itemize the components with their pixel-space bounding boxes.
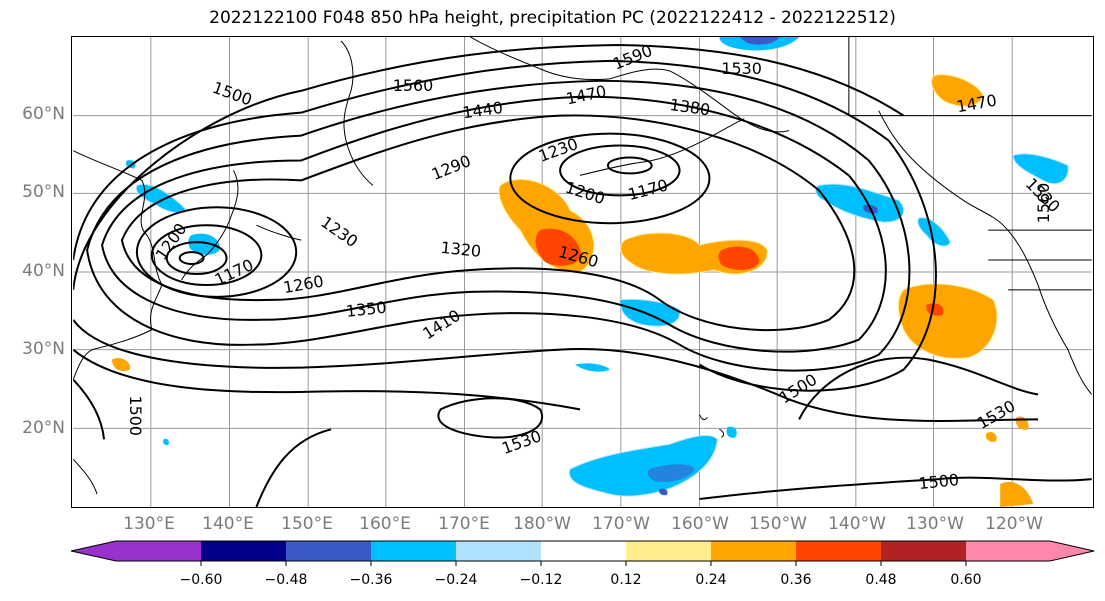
colorbar-tick-label: −0.12 xyxy=(519,572,563,588)
colorbar-tick-label: −0.48 xyxy=(264,572,308,588)
contour-label: 1230 xyxy=(317,212,361,251)
colorbar-segment xyxy=(116,541,202,561)
contour-label: 1530 xyxy=(499,426,544,458)
lon-label-170w: 170°W xyxy=(592,514,650,534)
contour-label: 1200 xyxy=(563,178,607,209)
contour-label: 1290 xyxy=(429,151,474,184)
colorbar-segment xyxy=(881,541,967,561)
lon-label-160e: 160°E xyxy=(359,514,411,534)
height-contours xyxy=(73,43,1092,507)
contour-label: 1530 xyxy=(721,59,762,78)
map-title: 2022122100 F048 850 hPa height, precipit… xyxy=(209,8,896,28)
colorbar-segment xyxy=(711,541,797,561)
lon-label-140w: 140°W xyxy=(828,514,886,534)
colorbar-segment xyxy=(626,541,712,561)
contour-label: 1500 xyxy=(126,395,145,436)
contour-label: 1470 xyxy=(564,81,608,108)
contour-label: 1170 xyxy=(212,255,257,289)
colorbar-tick-label: 0.24 xyxy=(695,572,727,588)
lat-label-20n: 20°N xyxy=(22,418,65,438)
lon-label-130e: 130°E xyxy=(123,514,175,534)
colorbar-segment xyxy=(201,541,287,561)
colorbar-segment xyxy=(966,541,1050,561)
colorbar-arrow-right xyxy=(1050,541,1094,561)
lat-label-40n: 40°N xyxy=(22,261,65,281)
contour-label: 1440 xyxy=(461,98,504,122)
lat-label-30n: 30°N xyxy=(22,339,65,359)
contour-label: 1560 xyxy=(1034,183,1053,224)
contour-labels: 1590 1560 1530 1500 1470 1470 1440 1380 … xyxy=(126,41,1064,493)
lon-label-170e: 170°E xyxy=(438,514,490,534)
contour-label: 1560 xyxy=(393,76,434,95)
lat-label-50n: 50°N xyxy=(22,182,65,202)
contour-label: 1500 xyxy=(210,78,255,110)
lon-label-120w: 120°W xyxy=(985,514,1043,534)
colorbar-tick-label: 0.12 xyxy=(610,572,642,588)
lon-label-150w: 150°W xyxy=(749,514,807,534)
contour-label: 1410 xyxy=(419,306,463,344)
colorbar-tick-label: −0.24 xyxy=(434,572,478,588)
colorbar-tick-label: 0.48 xyxy=(865,572,897,588)
colorbar-segment xyxy=(371,541,457,561)
colorbar-arrow-left xyxy=(71,541,116,561)
lon-label-180w: 180°W xyxy=(513,514,571,534)
colorbar-segment xyxy=(541,541,627,561)
contour-label: 1320 xyxy=(440,238,482,261)
lon-label-130w: 130°W xyxy=(906,514,964,534)
colorbar-tick-label: −0.36 xyxy=(349,572,393,588)
contour-label: 1500 xyxy=(918,470,960,493)
contour-label: 1350 xyxy=(345,298,387,321)
colorbar-tick-label: 0.36 xyxy=(780,572,812,588)
contour-label: 1170 xyxy=(626,175,670,204)
colorbar-segment xyxy=(796,541,882,561)
colorbar-segment xyxy=(286,541,372,561)
contour-label: 1260 xyxy=(282,271,325,297)
lon-label-140e: 140°E xyxy=(202,514,254,534)
colorbar xyxy=(70,540,1095,566)
map-panel: 1590 1560 1530 1500 1470 1470 1440 1380 … xyxy=(71,36,1094,508)
colorbar-segment xyxy=(456,541,542,561)
lat-label-60n: 60°N xyxy=(22,104,65,124)
map-svg: 1590 1560 1530 1500 1470 1470 1440 1380 … xyxy=(73,37,1092,507)
colorbar-tick-label: −0.60 xyxy=(179,572,223,588)
lon-label-160w: 160°W xyxy=(671,514,729,534)
colorbar-tick-label: 0.60 xyxy=(950,572,982,588)
lon-label-150e: 150°E xyxy=(281,514,333,534)
